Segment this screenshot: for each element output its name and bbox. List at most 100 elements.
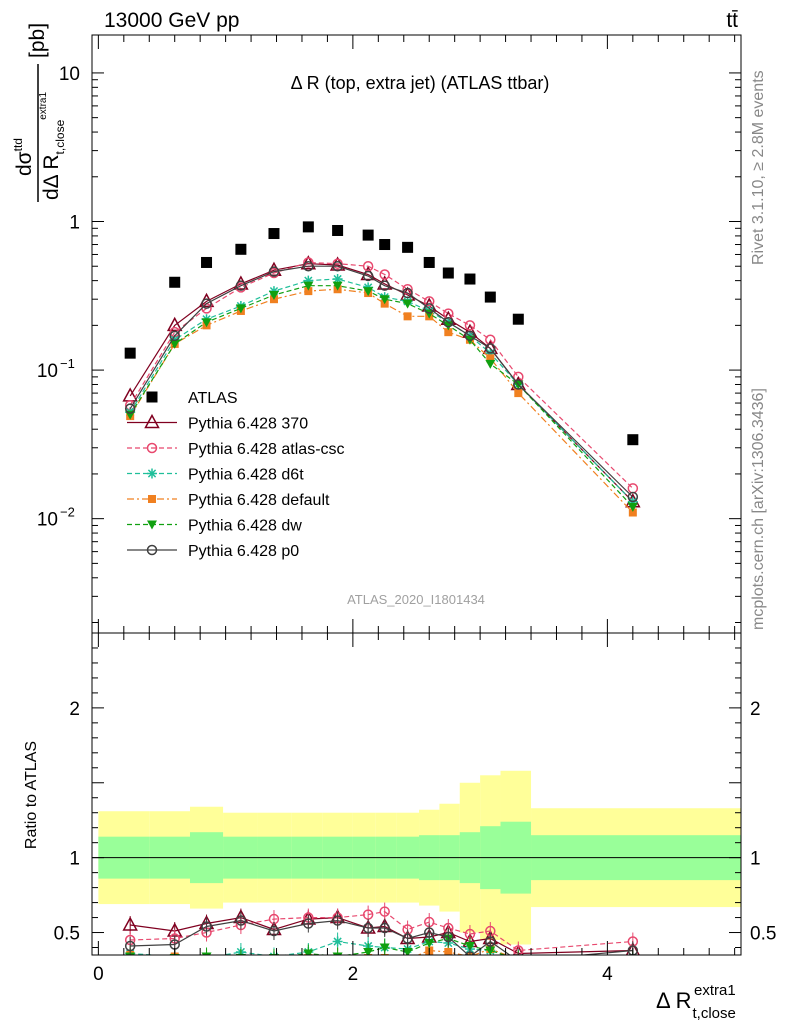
ratio-point bbox=[122, 916, 138, 931]
legend-entry: Pythia 6.428 p0 bbox=[127, 543, 299, 560]
data-point bbox=[235, 280, 247, 291]
ratio-point bbox=[362, 922, 374, 934]
legend-entry: Pythia 6.428 default bbox=[127, 492, 330, 509]
ratio-frame bbox=[91, 632, 742, 956]
ratio-point bbox=[512, 944, 524, 955]
data-point bbox=[268, 291, 279, 301]
ratio-point bbox=[332, 915, 343, 926]
ratio-point bbox=[124, 940, 136, 952]
y-tick-label: 10 bbox=[37, 510, 58, 531]
ratio-point bbox=[201, 921, 212, 932]
data-point bbox=[402, 241, 414, 253]
data-point bbox=[303, 260, 314, 272]
data-point bbox=[627, 502, 638, 512]
ratio-y-tick-label-right: 1 bbox=[750, 849, 761, 870]
legend-marker bbox=[147, 520, 157, 530]
ratio-axes: 0.5 0.5 1 1 2 2 0 2 4 bbox=[54, 633, 776, 985]
series-line bbox=[129, 261, 634, 489]
data-point bbox=[304, 287, 313, 296]
ratio-point bbox=[332, 936, 343, 947]
ratio-point bbox=[201, 952, 212, 955]
legend-marker bbox=[144, 413, 160, 429]
legend-marker bbox=[147, 468, 157, 479]
data-point bbox=[332, 281, 343, 291]
main-title: Δ R (top, extra jet) (ATLAS ttbar) bbox=[291, 73, 550, 93]
ratio-y-tick-label: 2 bbox=[69, 699, 80, 720]
data-point bbox=[423, 256, 435, 268]
x-tick-label: 4 bbox=[602, 964, 613, 985]
data-point bbox=[379, 295, 390, 305]
data-point bbox=[484, 291, 496, 303]
data-point bbox=[627, 434, 639, 446]
data-point bbox=[379, 269, 390, 280]
data-point bbox=[268, 266, 280, 277]
ratio-point bbox=[464, 942, 475, 952]
legend-label: Pythia 6.428 d6t bbox=[188, 467, 304, 484]
data-point bbox=[332, 274, 343, 285]
ratio-point bbox=[423, 927, 435, 938]
legend-marker bbox=[146, 391, 158, 403]
data-point bbox=[379, 280, 390, 291]
x-axis-label: Δ Rt,close bbox=[656, 988, 736, 1022]
rivet-label: Rivet 3.1.10, ≥ 2.8M events bbox=[750, 70, 767, 265]
series-0 bbox=[124, 221, 639, 446]
legend-marker bbox=[146, 442, 158, 454]
series-line bbox=[129, 263, 634, 503]
data-point bbox=[444, 328, 453, 337]
ratio-point bbox=[379, 906, 390, 917]
ratio-plot-area bbox=[92, 770, 741, 965]
data-point bbox=[124, 403, 136, 414]
ratio-point bbox=[268, 925, 280, 937]
ratio-point bbox=[404, 955, 412, 963]
x-axis-label-sup: extra1 bbox=[694, 982, 736, 999]
ylabel-denominator: dΔ Rt,closeextra1 bbox=[38, 92, 67, 200]
data-point bbox=[235, 304, 246, 314]
x-tick-label: 0 bbox=[93, 964, 104, 985]
data-point bbox=[627, 491, 639, 503]
data-point bbox=[332, 260, 343, 272]
legend-label: Pythia 6.428 p0 bbox=[188, 543, 299, 560]
legend-entry: Pythia 6.428 370 bbox=[127, 413, 308, 433]
legend-label: Pythia 6.428 dw bbox=[188, 518, 302, 535]
data-point bbox=[628, 508, 637, 517]
ratio-point bbox=[485, 946, 496, 955]
ratio-point bbox=[485, 936, 496, 947]
url-label: mcplots.cern.ch [arXiv:1306.3436] bbox=[750, 388, 767, 630]
data-point bbox=[235, 243, 247, 255]
data-point bbox=[485, 343, 496, 354]
data-point bbox=[513, 379, 524, 390]
main-plot-area bbox=[122, 221, 641, 517]
ratio-y-tick-label: 1 bbox=[69, 849, 80, 870]
ratio-y-label: Ratio to ATLAS bbox=[23, 741, 40, 849]
ratio-point bbox=[629, 955, 637, 963]
ratio-point bbox=[444, 948, 453, 955]
ratio-point bbox=[464, 951, 475, 955]
ratio-point bbox=[402, 948, 413, 955]
data-point bbox=[402, 283, 413, 295]
ratio-point bbox=[628, 955, 638, 964]
data-point bbox=[303, 281, 314, 291]
data-point bbox=[169, 330, 180, 342]
ratio-point bbox=[514, 955, 522, 963]
data-point bbox=[423, 303, 435, 314]
ratio-point bbox=[513, 945, 524, 955]
y-tick-label: 10 bbox=[37, 361, 58, 382]
ylabel-unit: [pb] bbox=[26, 23, 49, 58]
ratio-point bbox=[379, 922, 390, 934]
series-line bbox=[129, 288, 634, 513]
legend-entry: Pythia 6.428 dw bbox=[127, 518, 302, 535]
data-point bbox=[627, 483, 639, 494]
y-tick-label: 10 bbox=[59, 64, 80, 85]
data-point bbox=[201, 298, 212, 309]
data-point bbox=[362, 270, 374, 282]
legend-entry: ATLAS bbox=[146, 390, 238, 407]
energy-label: 13000 GeV pp bbox=[104, 9, 239, 32]
ratio-line bbox=[130, 910, 633, 952]
ratio-y-tick-label: 0.5 bbox=[54, 924, 80, 945]
data-point bbox=[201, 318, 212, 328]
data-point bbox=[124, 347, 136, 359]
ratio-point bbox=[514, 956, 523, 965]
ratio-point bbox=[625, 941, 640, 955]
ylabel-numerator: dσttd bbox=[11, 138, 36, 176]
data-point bbox=[403, 312, 412, 321]
